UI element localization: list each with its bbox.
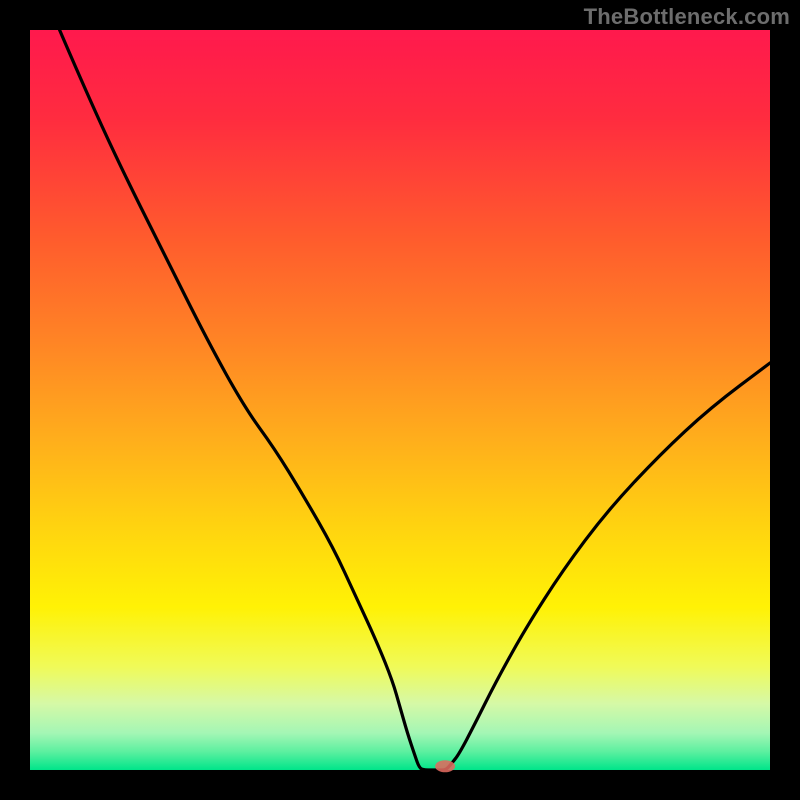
gradient-background	[30, 30, 770, 770]
watermark-text: TheBottleneck.com	[584, 4, 790, 30]
bottleneck-chart	[0, 0, 800, 800]
chart-container: TheBottleneck.com	[0, 0, 800, 800]
optimal-marker	[435, 760, 455, 772]
